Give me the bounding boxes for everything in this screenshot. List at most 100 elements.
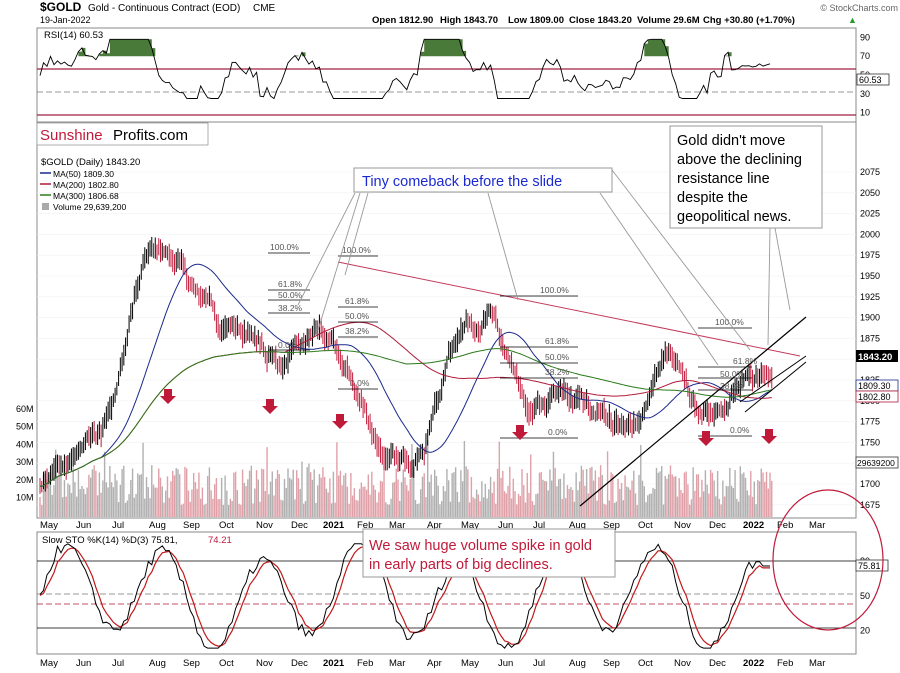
volume-bar: [151, 465, 153, 517]
resistance-callout: [669, 125, 823, 229]
volume-bar: [701, 479, 703, 517]
volume-bar: [694, 490, 696, 517]
volume-bar: [308, 463, 310, 517]
volume-bar: [482, 497, 485, 517]
volume-bar: [44, 473, 46, 517]
volume-bar: [116, 480, 118, 517]
ma50-line: [39, 263, 773, 488]
volume-bar: [676, 496, 679, 517]
sto-badge-value: 75.81: [858, 561, 881, 571]
volume-bar: [568, 488, 570, 517]
x-tick-label: Nov: [674, 520, 691, 531]
price-legend: $GOLD (Daily) 1843.20 MA(50) 1809.30 MA(…: [40, 157, 140, 212]
volume-bar: [86, 487, 88, 517]
x-tick-label: Jun: [76, 520, 91, 531]
volume-bar: [273, 495, 275, 517]
x-tick-label: Feb: [357, 658, 373, 669]
volume-bar: [268, 494, 270, 517]
volume-bar: [365, 489, 368, 517]
volume-badge-value: 29639200: [857, 458, 895, 468]
volume-bar: [622, 500, 625, 517]
volume-bar: [201, 487, 204, 517]
volume-bar: [704, 470, 707, 517]
volume-bar: [440, 501, 443, 517]
x-tick-label: Sep: [183, 658, 200, 669]
volume-bar: [292, 469, 294, 517]
volume-bar: [220, 477, 223, 517]
legend-ma50: MA(50) 1809.30: [53, 169, 114, 179]
volume-bar: [578, 481, 581, 517]
volume-spike-callout: [362, 528, 616, 578]
volume-bar: [348, 503, 350, 517]
x-tick-label: Feb: [357, 520, 373, 531]
volume-bar: [119, 484, 122, 517]
volume-bar: [428, 481, 431, 517]
volume-bar: [551, 480, 553, 517]
volume-bar: [144, 498, 146, 517]
fib2-618: 61.8%: [345, 296, 370, 306]
x-tick-label: May: [40, 520, 58, 531]
volume-bar: [601, 475, 604, 517]
volume-bar: [561, 498, 563, 517]
price-tick-label: 2075: [860, 167, 880, 177]
volume-tick-label: 60M: [16, 404, 34, 414]
fib4-500: 50.0%: [720, 369, 745, 379]
x-tick-label: Nov: [674, 658, 691, 669]
volume-bar: [695, 474, 698, 517]
volume-bar: [234, 471, 237, 517]
volume-bar: [315, 503, 317, 517]
date: 19-Jan-2022: [40, 15, 91, 25]
volume-bar: [411, 443, 413, 517]
volume-bar: [605, 504, 607, 517]
volume-bar: [427, 440, 429, 517]
volume-bar: [110, 482, 113, 517]
volume-bar: [591, 466, 593, 517]
volume-bar: [633, 470, 635, 517]
volume-bar: [505, 493, 507, 517]
x-tick-label: Jul: [112, 520, 124, 531]
volume-bar: [316, 485, 319, 517]
volume-bar: [215, 478, 218, 517]
volume-bar: [224, 475, 226, 517]
volume-bar: [671, 474, 673, 517]
fib1-00: 0.0%: [278, 340, 298, 350]
volume-bar: [460, 470, 462, 517]
volume-bar: [138, 475, 141, 517]
volume-bar: [582, 469, 584, 517]
volume-bar: [692, 467, 694, 517]
volume-bar: [371, 471, 373, 517]
volume-bar: [379, 480, 382, 517]
volume-bar: [278, 474, 280, 517]
volume-bar: [357, 500, 359, 517]
exchange: CME: [253, 3, 276, 14]
volume-bar: [762, 472, 764, 517]
volume-bar: [540, 471, 542, 517]
volume-bar: [402, 469, 404, 517]
volume-bar: [219, 499, 221, 517]
volume-bar: [437, 485, 439, 517]
fib3-382: 38.2%: [545, 367, 570, 377]
volume-bar: [311, 479, 314, 517]
volume-bar: [362, 486, 364, 517]
volume-bar: [420, 489, 422, 517]
volume-bar: [755, 504, 757, 517]
resistance-line-5: geopolitical news.: [677, 209, 791, 225]
volume-bar: [56, 476, 59, 517]
x-tick-label: Jul: [112, 658, 124, 669]
volume-bar: [477, 494, 480, 517]
open: Open 1812.90: [372, 15, 433, 26]
fib3-00: 0.0%: [548, 427, 568, 437]
volume-bar: [659, 471, 661, 517]
volume-bar: [175, 468, 177, 517]
legend-ma200: MA(200) 1802.80: [53, 180, 119, 190]
x-tick-label: 2021: [323, 658, 345, 669]
volume-bar: [255, 470, 258, 517]
volume-bar: [159, 477, 162, 517]
fib2-100: 100.0%: [342, 245, 371, 255]
volume-bar: [481, 481, 483, 517]
volume-bar: [266, 447, 268, 517]
volume-bar: [103, 451, 106, 517]
volume-bar: [346, 486, 349, 517]
fib4-382: 38.2%: [720, 381, 745, 391]
volume-bar: [474, 498, 476, 517]
